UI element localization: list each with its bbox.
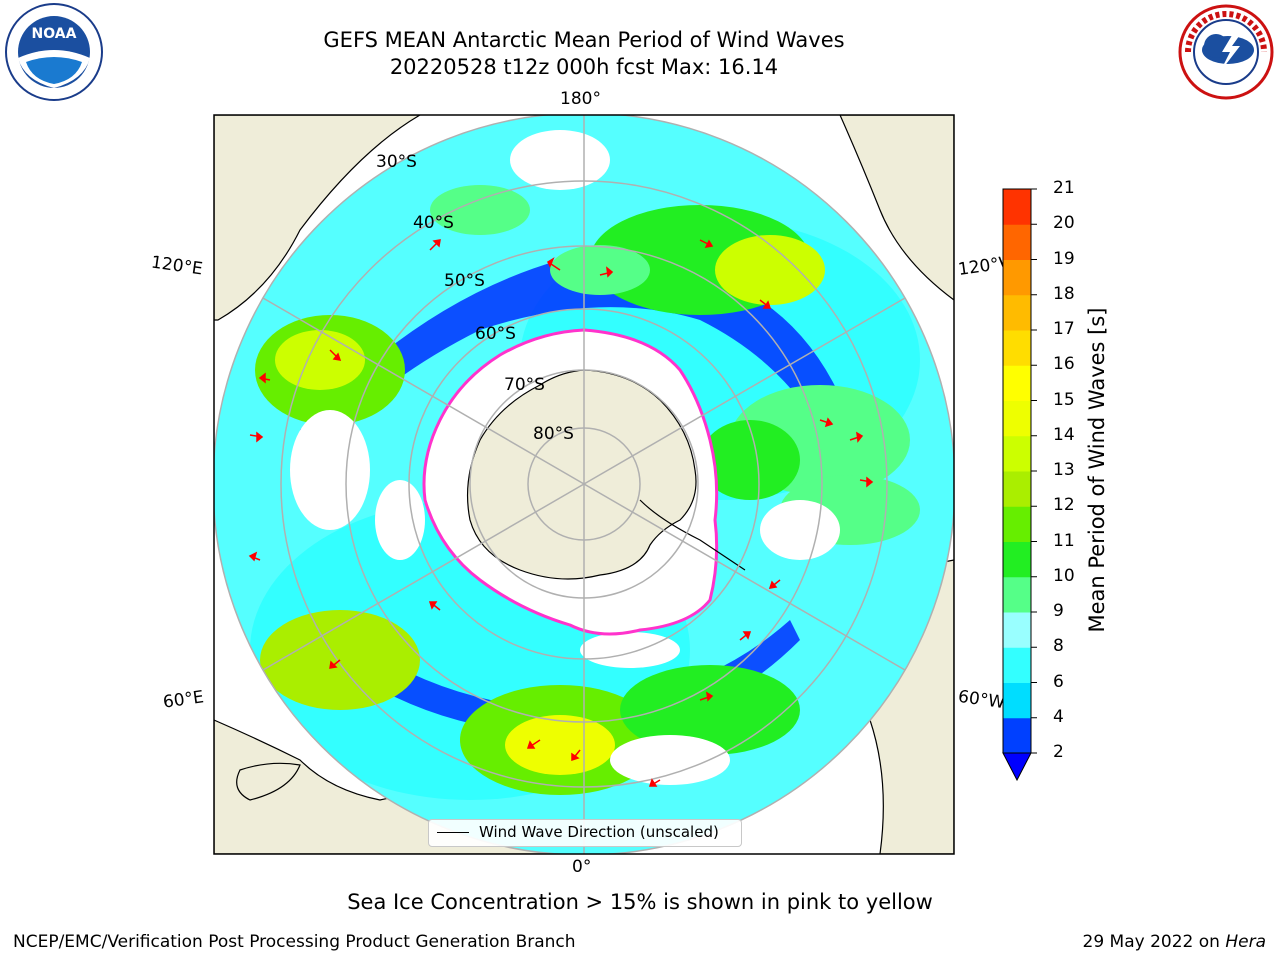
- map-frame: [213, 114, 955, 855]
- lat-label-70s: 70°S: [504, 375, 545, 395]
- colorbar-tick-label: 2: [1053, 742, 1064, 762]
- colorbar-tick-label: 21: [1053, 178, 1075, 198]
- svg-text:NOAA: NOAA: [32, 26, 77, 42]
- colorbar-tick-label: 12: [1053, 495, 1075, 516]
- colorbar-tick-label: 20: [1053, 213, 1075, 234]
- colorbar-tick-label: 13: [1053, 460, 1075, 480]
- antarctica-landmass: [466, 369, 697, 580]
- colorbar-title: Mean Period of Wind Waves [s]: [1085, 307, 1109, 633]
- colorbar-tick-label: 8: [1053, 636, 1064, 657]
- colorbar-tick-label: 18: [1053, 283, 1075, 304]
- colorbar-tick-label: 6: [1053, 671, 1064, 692]
- footer-date-text: 29 May 2022 on: [1082, 932, 1226, 952]
- sea-ice-note: Sea Ice Concentration > 15% is shown in …: [347, 890, 933, 914]
- nws-logo-icon: [1178, 4, 1274, 100]
- lon-label-0: 0°: [572, 857, 592, 877]
- lon-label-180: 180°: [560, 89, 601, 109]
- graticule: [214, 115, 954, 854]
- legend-label: Wind Wave Direction (unscaled): [479, 823, 719, 841]
- lat-label-80s: 80°S: [533, 424, 574, 444]
- lat-label-40s: 40°S: [413, 213, 454, 233]
- wind-direction-arrows: [248, 239, 874, 787]
- lat-label-30s: 30°S: [376, 152, 417, 172]
- colorbar-tick-label: 11: [1053, 530, 1075, 551]
- colorbar-tick-label: 19: [1053, 248, 1075, 269]
- colorbar-tick-label: 14: [1053, 424, 1075, 445]
- colorbar-tick-label: 9: [1053, 601, 1064, 621]
- footer-credit: NCEP/EMC/Verification Post Processing Pr…: [13, 932, 576, 952]
- colorbar-tick-label: 17: [1053, 319, 1075, 339]
- footer-system: Hera: [1225, 932, 1266, 952]
- map-legend: Wind Wave Direction (unscaled): [428, 819, 742, 847]
- map-subtitle: 20220528 t12z 000h fcst Max: 16.14: [389, 55, 779, 79]
- map-title: GEFS MEAN Antarctic Mean Period of Wind …: [323, 28, 845, 52]
- footer-date: 29 May 2022 on Hera: [1083, 932, 1267, 952]
- colorbar-tick-label: 10: [1053, 565, 1075, 586]
- colorbar-tick-label: 15: [1053, 389, 1075, 410]
- legend-line-symbol: [437, 832, 469, 833]
- colorbar-tick-label: 16: [1053, 354, 1075, 375]
- lat-label-60s: 60°S: [475, 324, 516, 344]
- colorbar-tick-label: 4: [1053, 706, 1064, 727]
- noaa-logo-icon: NOAA: [5, 3, 103, 101]
- lat-label-50s: 50°S: [444, 271, 485, 291]
